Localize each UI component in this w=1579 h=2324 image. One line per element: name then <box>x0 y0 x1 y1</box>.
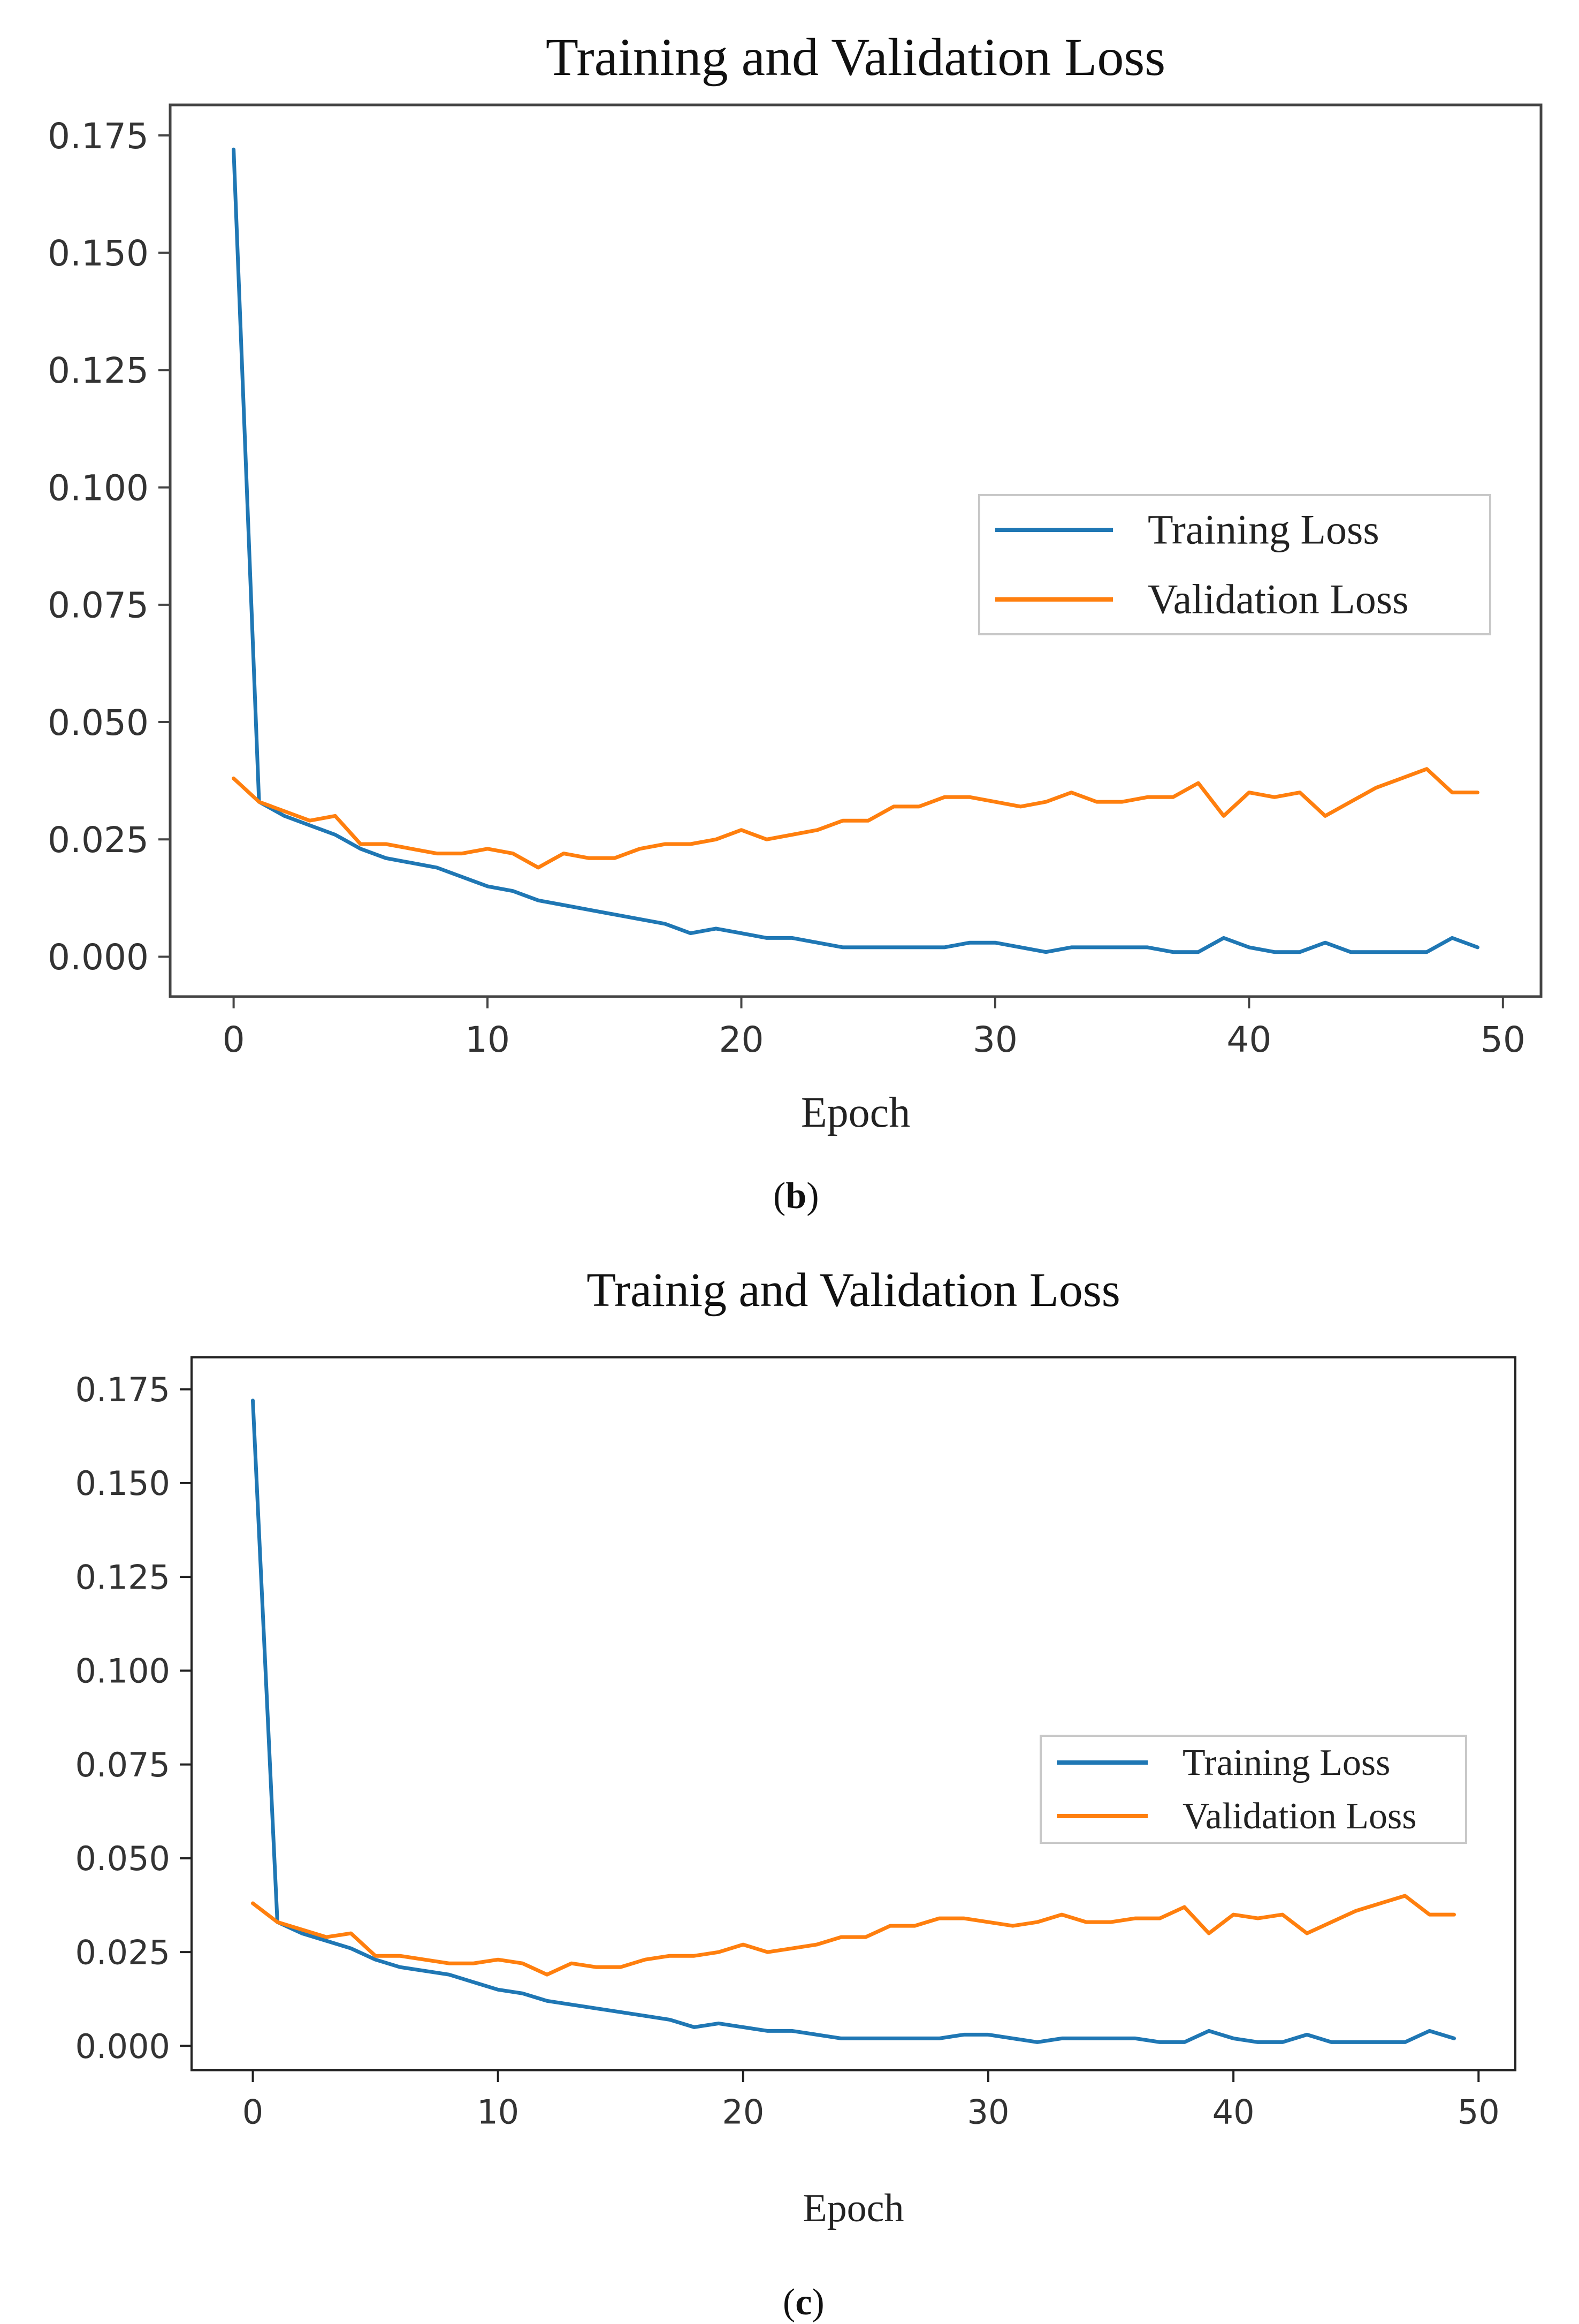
y-tick-label: 0.125 <box>75 1558 171 1597</box>
y-tick-label: 0.000 <box>75 2027 171 2066</box>
x-tick-label: 30 <box>967 2093 1010 2132</box>
y-tick-label: 0.175 <box>75 1370 171 1409</box>
chart-title: Training and Validation Loss <box>546 27 1165 87</box>
x-tick-label: 20 <box>722 2093 764 2132</box>
y-tick-label: 0.100 <box>48 467 149 508</box>
y-tick-label: 0.025 <box>48 819 149 861</box>
legend-label: Validation Loss <box>1148 576 1408 622</box>
legend: Training Loss Validation Loss <box>1041 1736 1466 1843</box>
x-tick-label: 0 <box>223 1019 245 1060</box>
legend-label: Training Loss <box>1183 1742 1390 1783</box>
chart-b: Training and Validation Loss 0.000 0.025 0.… <box>48 27 1541 1136</box>
y-tick-label: 0.125 <box>48 350 149 391</box>
legend-label: Training Loss <box>1148 506 1379 553</box>
chart-title: Trainig and Validation Loss <box>586 1264 1120 1317</box>
x-tick-label: 10 <box>465 1019 510 1060</box>
y-tick-label: 0.025 <box>75 1933 171 1972</box>
x-tick-label: 10 <box>477 2093 519 2132</box>
y-tick-label: 0.150 <box>75 1464 171 1503</box>
legend: Training Loss Validation Loss <box>979 495 1490 634</box>
x-axis-label: Epoch <box>801 1089 910 1136</box>
y-tick-label: 0.175 <box>48 116 149 157</box>
x-tick-label: 40 <box>1212 2093 1255 2132</box>
y-tick-label: 0.050 <box>48 702 149 743</box>
x-tick-label: 0 <box>242 2093 263 2132</box>
x-tick-label: 50 <box>1458 2093 1500 2132</box>
caption-b: (b) <box>773 1175 819 1218</box>
x-axis-label: Epoch <box>803 2186 904 2230</box>
x-tick-label: 20 <box>719 1019 764 1060</box>
y-tick-label: 0.150 <box>48 233 149 274</box>
x-tick-label: 30 <box>973 1019 1018 1060</box>
x-tick-label: 40 <box>1226 1019 1271 1060</box>
y-tick-label: 0.000 <box>48 937 149 978</box>
y-tick-label: 0.100 <box>75 1652 171 1691</box>
y-tick-label: 0.075 <box>75 1745 171 1784</box>
caption-c: (c) <box>783 2281 825 2324</box>
y-tick-label: 0.075 <box>48 585 149 626</box>
legend-label: Validation Loss <box>1183 1796 1416 1837</box>
chart-c: Trainig and Validation Loss 0.000 0.025 0.0… <box>75 1264 1516 2230</box>
y-tick-label: 0.050 <box>75 1839 171 1878</box>
x-tick-label: 50 <box>1481 1019 1525 1060</box>
